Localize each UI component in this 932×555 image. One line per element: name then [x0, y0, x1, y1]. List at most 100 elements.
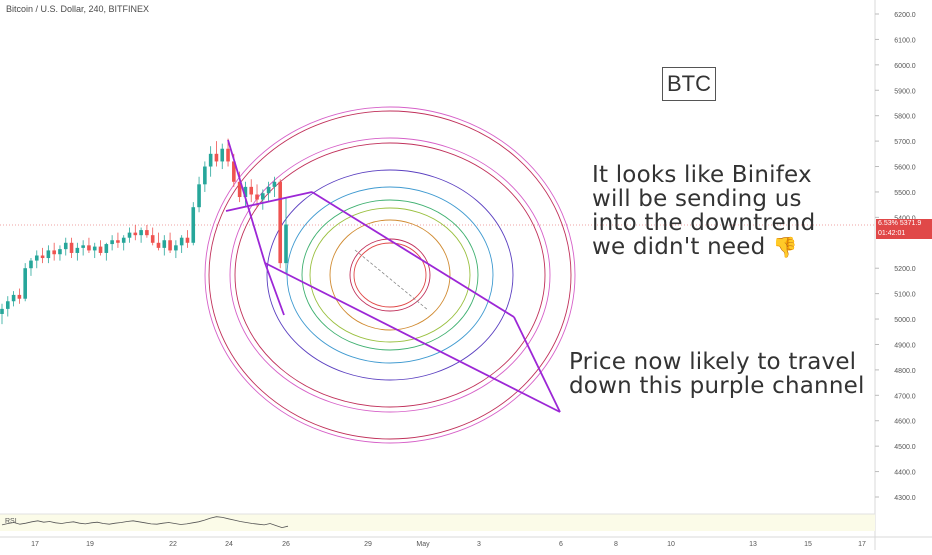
channel-right-edge [513, 316, 561, 413]
fib-ellipse [329, 219, 451, 331]
y-tick-label: 5200.0 [894, 266, 916, 273]
candle-body [208, 153, 213, 167]
candle-body [133, 232, 138, 236]
fib-ellipse [204, 106, 576, 444]
fib-ellipse [229, 137, 551, 413]
y-tick-label: 4700.0 [894, 393, 916, 400]
note-binifex: It looks like Binifex will be sending us… [592, 163, 842, 259]
candle-body [203, 166, 207, 185]
x-tick-label: 22 [169, 541, 177, 548]
candle-body [0, 308, 4, 314]
last-price-value: 5371.9 [899, 220, 922, 227]
fib-ellipse [208, 110, 572, 440]
candle-body [5, 301, 10, 309]
candle-body [272, 181, 277, 187]
y-ticks: 6200.0 6100.0 6000.0 5900.0 5800.0 5700.0 5600… [875, 12, 916, 502]
candle-body [34, 255, 39, 261]
candle-body [220, 148, 225, 162]
candle-body [75, 247, 80, 253]
x-tick-label: 17 [31, 541, 39, 548]
candle-body [185, 237, 190, 243]
candle-body [145, 230, 149, 236]
y-tick-label: 5700.0 [894, 139, 916, 146]
rsi-label: RSI [5, 518, 17, 525]
channel-left-wedge [227, 139, 285, 316]
y-tick-label: 5500.0 [894, 190, 916, 197]
y-tick-label: 5400.0 [894, 215, 916, 222]
y-tick-label: 4300.0 [894, 495, 916, 502]
candle-body [52, 250, 56, 255]
x-tick-label: 10 [667, 541, 675, 548]
x-tick-label: 24 [225, 541, 233, 548]
note-binifex-text: It looks like Binifex will be sending us… [592, 162, 816, 260]
candle-body [255, 194, 259, 200]
fib-ellipse [353, 242, 427, 308]
y-tick-label: 5000.0 [894, 317, 916, 324]
y-tick-label: 6100.0 [894, 37, 916, 44]
y-tick-label: 6000.0 [894, 63, 916, 70]
candles [0, 138, 288, 325]
candle-body [266, 186, 271, 194]
candle-body [110, 240, 114, 245]
candle-body [179, 237, 184, 246]
x-ticks: 17 19 22 24 26 29 May 3 6 8 10 13 15 17 [31, 541, 866, 548]
candle-body [284, 224, 288, 264]
purple-channel [225, 139, 561, 413]
channel-lower-line [264, 262, 561, 413]
candle-body [116, 240, 120, 243]
y-tick-label: 5900.0 [894, 88, 916, 95]
y-tick-label: 4500.0 [894, 444, 916, 451]
candle-body [46, 250, 51, 259]
candle-body [81, 245, 85, 248]
x-tick-label: 15 [804, 541, 812, 548]
y-tick-label: 5100.0 [894, 292, 916, 299]
x-tick-label: May [416, 541, 430, 548]
fib-ellipse [234, 142, 546, 408]
x-tick-label: 6 [559, 541, 563, 548]
fib-ellipse [266, 169, 514, 381]
y-tick-label: 4900.0 [894, 342, 916, 349]
note-channel: Price now likely to travel down this pur… [569, 349, 865, 399]
candle-body [261, 193, 265, 200]
candle-body [121, 237, 126, 243]
x-tick-label: 3 [477, 541, 481, 548]
rsi-pane [0, 514, 875, 531]
candle-body [162, 240, 167, 248]
candle-body [156, 242, 161, 248]
x-tick-label: 29 [364, 541, 372, 548]
change-value: 6.53% [878, 220, 898, 227]
candle-body [69, 242, 74, 253]
candle-body [191, 207, 196, 243]
btc-label-box: BTC [662, 67, 716, 101]
x-tick-label: 26 [282, 541, 290, 548]
y-tick-label: 5800.0 [894, 114, 916, 121]
countdown-badge: 01:42:01 [876, 229, 932, 239]
candle-body [168, 240, 172, 251]
candle-body [23, 268, 27, 299]
candle-body [104, 244, 109, 253]
thumbs-down-icon: 👎 [772, 235, 798, 259]
change-badge: 6.53% 5371.9 [876, 219, 932, 229]
candle-body [98, 246, 103, 253]
candle-body [232, 161, 236, 182]
candle-body [58, 249, 62, 255]
candle-body [226, 148, 230, 162]
candle-body [17, 294, 22, 299]
candle-body [243, 186, 248, 198]
fib-circles [204, 106, 576, 444]
fib-ellipse [301, 199, 479, 351]
candle-body [214, 153, 219, 162]
candle-body [174, 245, 178, 251]
candle-body [249, 186, 254, 195]
candle-body [197, 184, 201, 208]
y-tick-label: 4800.0 [894, 368, 916, 375]
candle-body [92, 246, 97, 251]
candle-body [87, 245, 91, 251]
channel-upper-line [311, 191, 515, 318]
candle-body [237, 181, 242, 198]
y-tick-label: 4400.0 [894, 470, 916, 477]
candle-body [139, 230, 143, 236]
chart-title: Bitcoin / U.S. Dollar, 240, BITFINEX [6, 4, 150, 14]
